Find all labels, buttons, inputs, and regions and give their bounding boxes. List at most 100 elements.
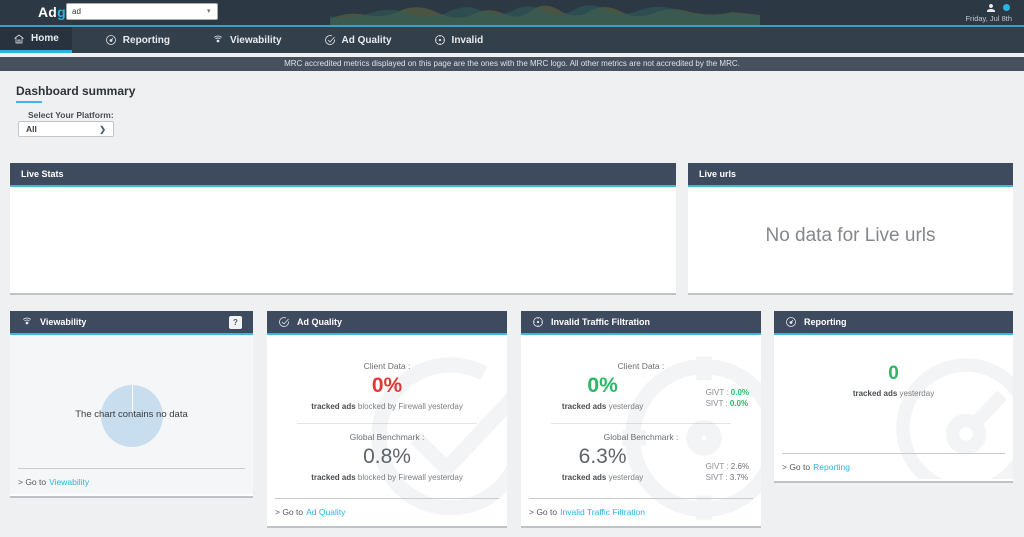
crosshair-watermark-icon	[622, 356, 761, 520]
decorative-traffic-chart	[330, 5, 760, 25]
invalid-traffic-body: Client Data : 0% tracked ads yesterday G…	[521, 335, 761, 524]
search-combobox[interactable]: ▾	[66, 3, 218, 20]
logo-prefix: Ad	[38, 4, 58, 20]
viewability-header: Viewability ?	[10, 311, 253, 335]
nav-tab-invalid[interactable]: Invalid	[421, 27, 497, 53]
viewability-title: Viewability	[40, 317, 87, 327]
page-title: Dashboard summary	[16, 84, 136, 98]
givt-value: 0.0%	[730, 388, 749, 397]
section-divider	[297, 423, 477, 424]
platform-select-value: All	[26, 124, 37, 134]
client-data-value: 0%	[371, 374, 403, 397]
radar-icon	[213, 35, 223, 43]
live-urls-title: Live urls	[699, 169, 737, 179]
crosshair-icon	[533, 317, 543, 327]
benchmark-label: Global Benchmark :	[349, 432, 425, 442]
client-data-value: 0%	[587, 374, 618, 397]
invalid-traffic-card: Invalid Traffic Filtration Client Data :…	[521, 311, 761, 528]
ad-quality-link[interactable]: Ad Quality	[306, 506, 346, 517]
gauge-icon	[105, 35, 116, 45]
desc-bold: tracked ads	[311, 473, 356, 482]
empty-pie-chart	[100, 385, 163, 447]
viewability-link[interactable]: Viewability	[49, 476, 90, 487]
desc-bold: tracked ads	[311, 402, 356, 411]
nav-tab-reporting[interactable]: Reporting	[92, 27, 183, 53]
ad-quality-title: Ad Quality	[297, 317, 343, 327]
nav-tab-label: Invalid	[451, 34, 484, 46]
chart-empty-message: The chart contains no data	[75, 409, 188, 420]
live-stats-card: Live Stats	[10, 163, 676, 295]
check-circle-icon	[279, 317, 289, 327]
reporting-link[interactable]: Reporting	[813, 461, 850, 472]
platform-select-label: Select Your Platform:	[28, 110, 114, 120]
reporting-header: Reporting	[774, 311, 1013, 335]
nav-tab-viewability[interactable]: Viewability	[199, 27, 295, 53]
chevron-down-icon: ❯︎	[99, 124, 106, 134]
live-stats-title: Live Stats	[21, 169, 64, 179]
desc-bold: tracked ads	[852, 389, 898, 398]
topbar-accent-line	[0, 25, 1024, 27]
sivt-value: 0.0%	[729, 399, 749, 408]
reporting-card: Reporting 0 tracked ads yesterday > Go t…	[774, 311, 1013, 483]
invalid-traffic-header: Invalid Traffic Filtration	[521, 311, 761, 335]
benchmark-label: Global Benchmark :	[603, 432, 679, 442]
client-data-desc: tracked ads blocked by Firewall yesterda…	[267, 402, 507, 411]
search-input[interactable]	[67, 4, 207, 19]
sivt-label: SIVT :	[705, 399, 730, 408]
nav-tab-ad-quality[interactable]: Ad Quality	[311, 27, 405, 53]
status-dot-icon[interactable]	[1003, 4, 1010, 11]
check-circle-icon	[324, 35, 335, 45]
goto-prefix: > Go to	[275, 506, 304, 517]
section-divider	[551, 423, 731, 424]
ad-quality-body: Client Data : 0% tracked ads blocked by …	[267, 335, 507, 524]
top-bar: Adger ▾ Friday, Jul 8th	[0, 0, 1024, 25]
benchmark-desc: tracked ads yesterday	[521, 473, 684, 482]
goto-prefix: > Go to	[18, 476, 47, 487]
desc-rest: blocked by Firewall yesterday	[355, 473, 463, 482]
benchmark-value: 6.3%	[578, 445, 627, 468]
goto-prefix: > Go to	[782, 461, 811, 472]
reporting-footer: > Go to Reporting	[782, 453, 1005, 479]
invalid-traffic-title: Invalid Traffic Filtration	[551, 317, 651, 327]
sivt-value: 3.7%	[729, 473, 749, 482]
live-urls-body: No data for Live urls	[688, 187, 1013, 291]
radar-icon	[22, 317, 32, 325]
client-givt-sivt: GIVT : 0.0% SIVT : 0.0%	[706, 387, 749, 409]
desc-rest: yesterday	[606, 402, 644, 411]
nav-tab-home[interactable]: Home	[0, 27, 72, 53]
benchmark-value: 0.8%	[363, 445, 411, 468]
desc-bold: tracked ads	[561, 473, 607, 482]
gauge-watermark-icon	[896, 358, 1013, 479]
reporting-body: 0 tracked ads yesterday > Go to Reportin…	[774, 335, 1013, 479]
check-watermark-icon	[371, 357, 507, 516]
live-urls-card: Live urls No data for Live urls	[688, 163, 1013, 295]
gauge-icon	[786, 317, 796, 327]
goto-prefix: > Go to	[529, 506, 558, 517]
current-date: Friday, Jul 8th	[965, 14, 1012, 23]
nav-tab-label: Ad Quality	[341, 34, 392, 46]
live-stats-body	[10, 187, 676, 291]
invalid-traffic-footer: > Go to Invalid Traffic Filtration	[529, 498, 753, 524]
ad-quality-card: Ad Quality Client Data : 0% tracked ads …	[267, 311, 507, 528]
platform-select[interactable]: All ❯︎	[18, 121, 114, 137]
combobox-caret-icon[interactable]: ▾	[207, 8, 211, 15]
viewability-help-button[interactable]: ?	[229, 315, 242, 329]
main-nav: Home Reporting Viewability Ad Quality In…	[0, 27, 1024, 53]
benchmark-desc: tracked ads blocked by Firewall yesterda…	[267, 473, 507, 482]
title-underline	[16, 101, 42, 103]
ad-quality-footer: > Go to Ad Quality	[275, 498, 499, 524]
live-stats-header: Live Stats	[10, 163, 676, 187]
givt-label: GIVT :	[705, 462, 731, 471]
client-data-label: Client Data :	[363, 361, 411, 371]
live-urls-header: Live urls	[688, 163, 1013, 187]
viewability-footer: > Go to Viewability	[18, 468, 245, 494]
nav-tab-label: Viewability	[230, 34, 282, 46]
tracked-ads-value: 0	[888, 363, 899, 384]
client-data-desc: tracked ads yesterday	[521, 402, 684, 411]
sivt-label: SIVT :	[705, 473, 730, 482]
invalid-traffic-link[interactable]: Invalid Traffic Filtration	[560, 506, 646, 517]
viewability-body: The chart contains no data > Go to Viewa…	[10, 335, 253, 494]
nav-tab-label: Home	[31, 33, 59, 44]
user-icon[interactable]	[986, 3, 996, 13]
crosshair-icon	[434, 35, 445, 45]
